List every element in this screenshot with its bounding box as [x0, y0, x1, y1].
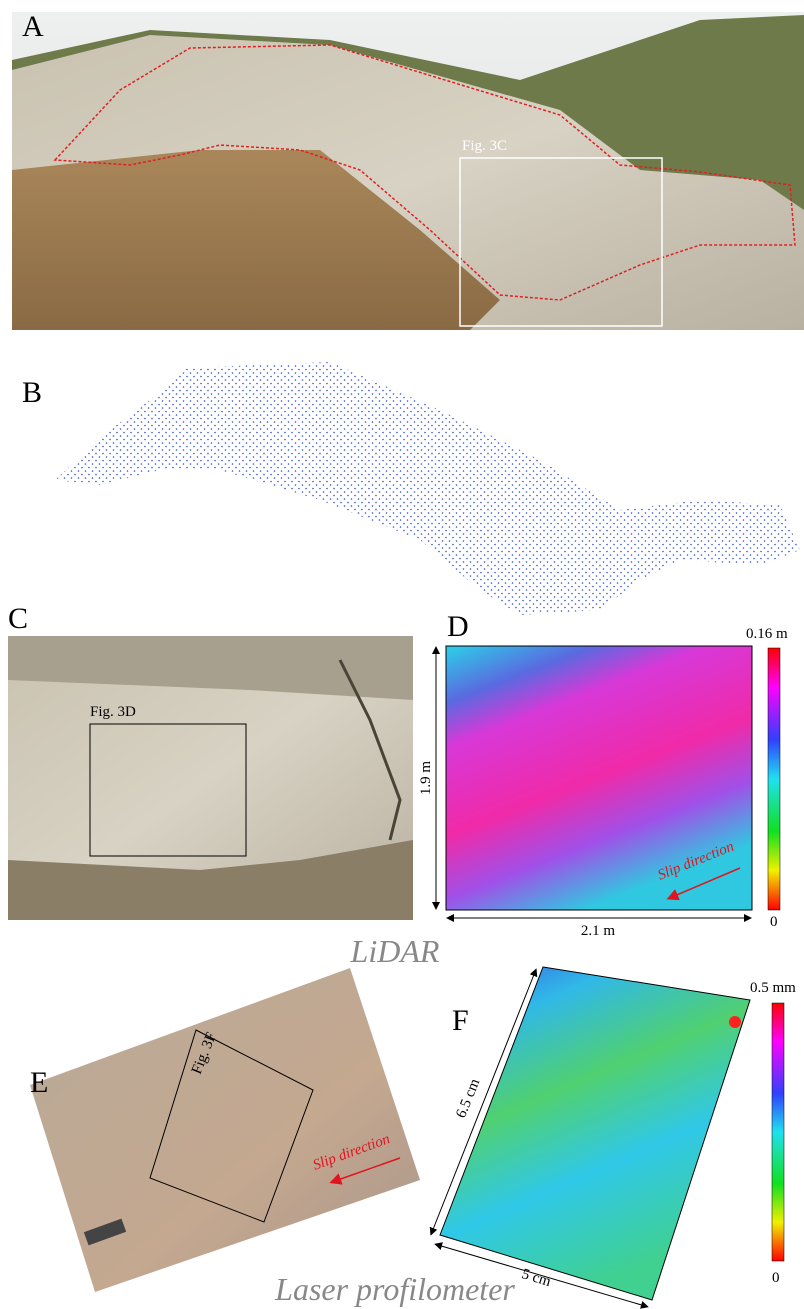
hot-spot	[729, 1016, 741, 1028]
panel-label: E	[30, 1066, 48, 1099]
panel-f: F 0.5 mm 0 6.5 cm 5 cm	[429, 966, 796, 1309]
inset-box	[149, 1029, 314, 1223]
slip-arrow	[666, 867, 741, 901]
panel-c: Fig. 3D C	[8, 602, 413, 920]
colorbar-max: 0.16 m	[746, 626, 788, 642]
height-arrow	[429, 968, 538, 1236]
width-arrow	[434, 1242, 649, 1309]
panel-a: Fig. 3C A	[12, 10, 804, 330]
upper-rock	[8, 636, 413, 700]
panel-label: A	[22, 10, 44, 43]
pen	[83, 1218, 127, 1246]
profilometer-map	[439, 966, 751, 1301]
box-label: Fig. 3C	[462, 138, 507, 154]
width-label: 2.1 m	[581, 923, 616, 939]
colorbar	[771, 1002, 785, 1262]
soil	[12, 150, 500, 330]
point-cloud	[55, 362, 800, 615]
width-label: 5 cm	[520, 1266, 553, 1290]
colorbar-min: 0	[770, 914, 778, 930]
panel-label: B	[22, 376, 42, 409]
slip-arrow	[329, 1157, 401, 1185]
photo	[30, 968, 420, 1292]
caption: LiDAR	[350, 933, 440, 969]
box-label: Fig. 3D	[90, 704, 136, 720]
panel-label: D	[447, 610, 469, 643]
caption: Laser profilometer	[274, 1271, 515, 1307]
height-label: 1.9 m	[418, 761, 434, 796]
panel-e: Fig. 3F Slip direction E	[30, 968, 420, 1292]
colorbar-max: 0.5 mm	[750, 980, 796, 996]
inset-box	[459, 157, 663, 327]
panel-label: C	[8, 602, 28, 635]
fault-outline	[53, 44, 796, 301]
panel-b: B	[22, 362, 800, 615]
panel-d: D 0.16 m 0 1.9 m 2.1 m Slip direction	[418, 610, 788, 939]
fracture	[338, 659, 402, 841]
inset-box	[89, 723, 247, 857]
colorbar-min: 0	[772, 1270, 780, 1286]
debris	[8, 840, 413, 920]
lidar-map	[445, 645, 753, 911]
panel-label: F	[452, 1004, 469, 1037]
colorbar	[767, 647, 781, 911]
